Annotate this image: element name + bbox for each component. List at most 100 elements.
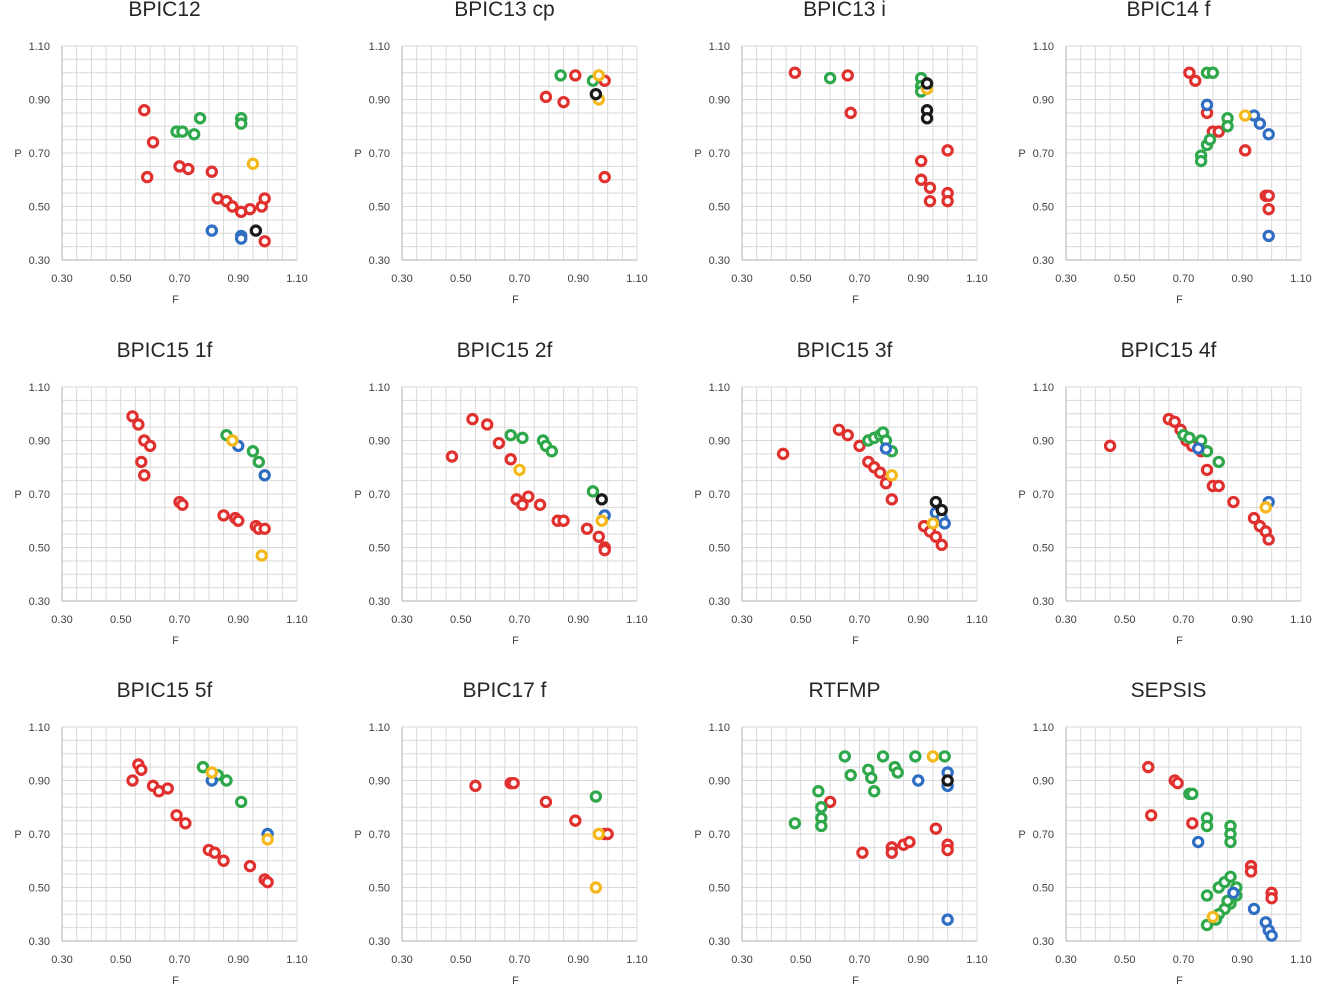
data-point-black xyxy=(920,112,934,125)
data-point-red xyxy=(1244,865,1258,878)
data-point-yellow xyxy=(1238,109,1252,122)
data-point-green xyxy=(867,784,881,798)
data-point-yellow xyxy=(592,827,606,841)
x-tick-label: 1.10 xyxy=(966,614,987,626)
data-point-red xyxy=(466,412,479,426)
x-tick-label: 0.50 xyxy=(790,273,811,285)
y-tick-label: 1.10 xyxy=(709,41,730,53)
data-point-green xyxy=(1194,154,1208,168)
y-axis-label: P xyxy=(354,489,361,501)
y-axis-label: P xyxy=(14,489,21,501)
data-point-red xyxy=(914,173,928,186)
data-point-red xyxy=(923,194,937,208)
data-point-yellow xyxy=(885,469,899,482)
data-point-red xyxy=(243,859,257,873)
x-tick-label: 0.50 xyxy=(110,954,131,966)
data-point-red xyxy=(507,776,520,790)
data-point-red xyxy=(929,822,943,835)
y-tick-label: 0.50 xyxy=(29,883,50,895)
data-point-red xyxy=(179,817,192,830)
data-point-red xyxy=(445,450,459,463)
y-tick-label: 1.10 xyxy=(709,722,730,734)
data-point-yellow xyxy=(513,463,526,477)
y-tick-label: 0.50 xyxy=(1033,883,1054,895)
x-tick-label: 1.10 xyxy=(626,614,647,626)
scatter-plot: 0.30 0.50 0.70 0.90 1.10 0.30 0.50 0.70 0.90 1.10… xyxy=(14,722,307,987)
y-tick-label: 0.30 xyxy=(709,255,730,267)
data-point-red xyxy=(1262,533,1275,546)
y-tick-label: 0.70 xyxy=(1033,148,1054,160)
x-tick-label: 1.10 xyxy=(286,273,307,285)
x-axis-label: F xyxy=(1176,294,1183,306)
data-point-red xyxy=(258,235,271,248)
data-point-green xyxy=(815,819,828,833)
data-point-red xyxy=(126,774,139,787)
data-point-red xyxy=(788,66,802,79)
data-point-red xyxy=(258,522,271,535)
y-tick-label: 1.10 xyxy=(369,382,390,394)
chart-panel: SEPSIS 0.30 0.50 0.70 0.90 1.10 0.30 0.50 0.70 0.… xyxy=(1004,679,1333,1005)
data-point-red xyxy=(853,439,866,453)
scatter-plot: 0.30 0.50 0.70 0.90 1.10 0.30 0.50 0.70 0.90 1.10… xyxy=(14,41,307,306)
x-tick-label: 0.90 xyxy=(568,273,589,285)
data-point-red xyxy=(841,69,854,82)
data-point-red xyxy=(480,418,494,431)
data-point-red xyxy=(176,498,189,511)
data-point-blue xyxy=(938,517,951,530)
data-point-green xyxy=(815,801,828,814)
data-point-green xyxy=(891,766,904,779)
x-tick-label: 0.70 xyxy=(509,273,530,285)
x-tick-label: 1.10 xyxy=(626,954,647,966)
data-point-red xyxy=(832,423,846,437)
data-point-green xyxy=(1200,918,1214,932)
data-point-red xyxy=(941,144,954,157)
x-tick-label: 0.30 xyxy=(1055,954,1076,966)
y-tick-label: 0.70 xyxy=(29,489,50,501)
data-point-red xyxy=(592,530,606,543)
x-tick-label: 0.90 xyxy=(1232,954,1253,966)
data-point-black xyxy=(941,774,954,787)
x-tick-label: 0.90 xyxy=(908,273,929,285)
data-point-red xyxy=(539,795,553,809)
data-point-red xyxy=(1189,74,1202,87)
data-point-green xyxy=(1206,66,1220,79)
y-tick-label: 0.90 xyxy=(1033,436,1054,448)
y-axis-label: P xyxy=(14,148,21,160)
data-point-green xyxy=(909,750,922,763)
data-point-blue xyxy=(234,232,248,245)
data-point-red xyxy=(146,136,160,149)
x-tick-label: 0.30 xyxy=(731,954,752,966)
y-tick-label: 0.70 xyxy=(29,148,50,160)
data-point-red xyxy=(1262,189,1275,202)
data-point-yellow xyxy=(226,434,239,447)
x-tick-label: 0.50 xyxy=(1114,273,1135,285)
x-tick-label: 0.50 xyxy=(450,273,471,285)
data-point-red xyxy=(217,854,230,867)
data-point-green xyxy=(1203,133,1217,146)
data-point-green xyxy=(1221,120,1234,133)
x-tick-label: 0.70 xyxy=(849,614,870,626)
data-point-green xyxy=(176,125,189,138)
chart-panel: BPIC14 f 0.30 0.50 0.70 0.90 1.10 0.30 0.50 0.70… xyxy=(1004,0,1333,324)
x-tick-label: 0.90 xyxy=(1232,273,1253,285)
y-tick-label: 0.30 xyxy=(1033,596,1054,608)
chart-panel: BPIC15 5f 0.30 0.50 0.70 0.90 1.10 0.30 0.50 0.7… xyxy=(0,679,333,1005)
x-axis-label: F xyxy=(512,975,519,987)
data-point-red xyxy=(182,162,195,176)
scatter-plot: 0.30 0.50 0.70 0.90 1.10 0.30 0.50 0.70 0.90 1.10… xyxy=(14,382,307,647)
y-tick-label: 0.90 xyxy=(369,776,390,788)
y-tick-label: 1.10 xyxy=(29,722,50,734)
data-point-red xyxy=(1200,463,1214,477)
data-point-green xyxy=(586,485,600,498)
chart-title: SEPSIS xyxy=(1130,679,1207,702)
data-point-blue xyxy=(1200,98,1214,112)
x-tick-label: 0.90 xyxy=(228,273,249,285)
data-point-red xyxy=(140,170,154,184)
data-point-blue xyxy=(1262,128,1275,141)
chart-panel: BPIC17 f 0.30 0.50 0.70 0.90 1.10 0.30 0.50 0.70… xyxy=(340,679,673,1005)
scatter-plot: 0.30 0.50 0.70 0.90 1.10 0.30 0.50 0.70 0.90 1.10… xyxy=(1018,41,1311,306)
data-point-red xyxy=(903,835,916,849)
data-point-black xyxy=(935,503,948,517)
y-tick-label: 0.50 xyxy=(709,543,730,555)
data-point-blue xyxy=(258,469,271,482)
